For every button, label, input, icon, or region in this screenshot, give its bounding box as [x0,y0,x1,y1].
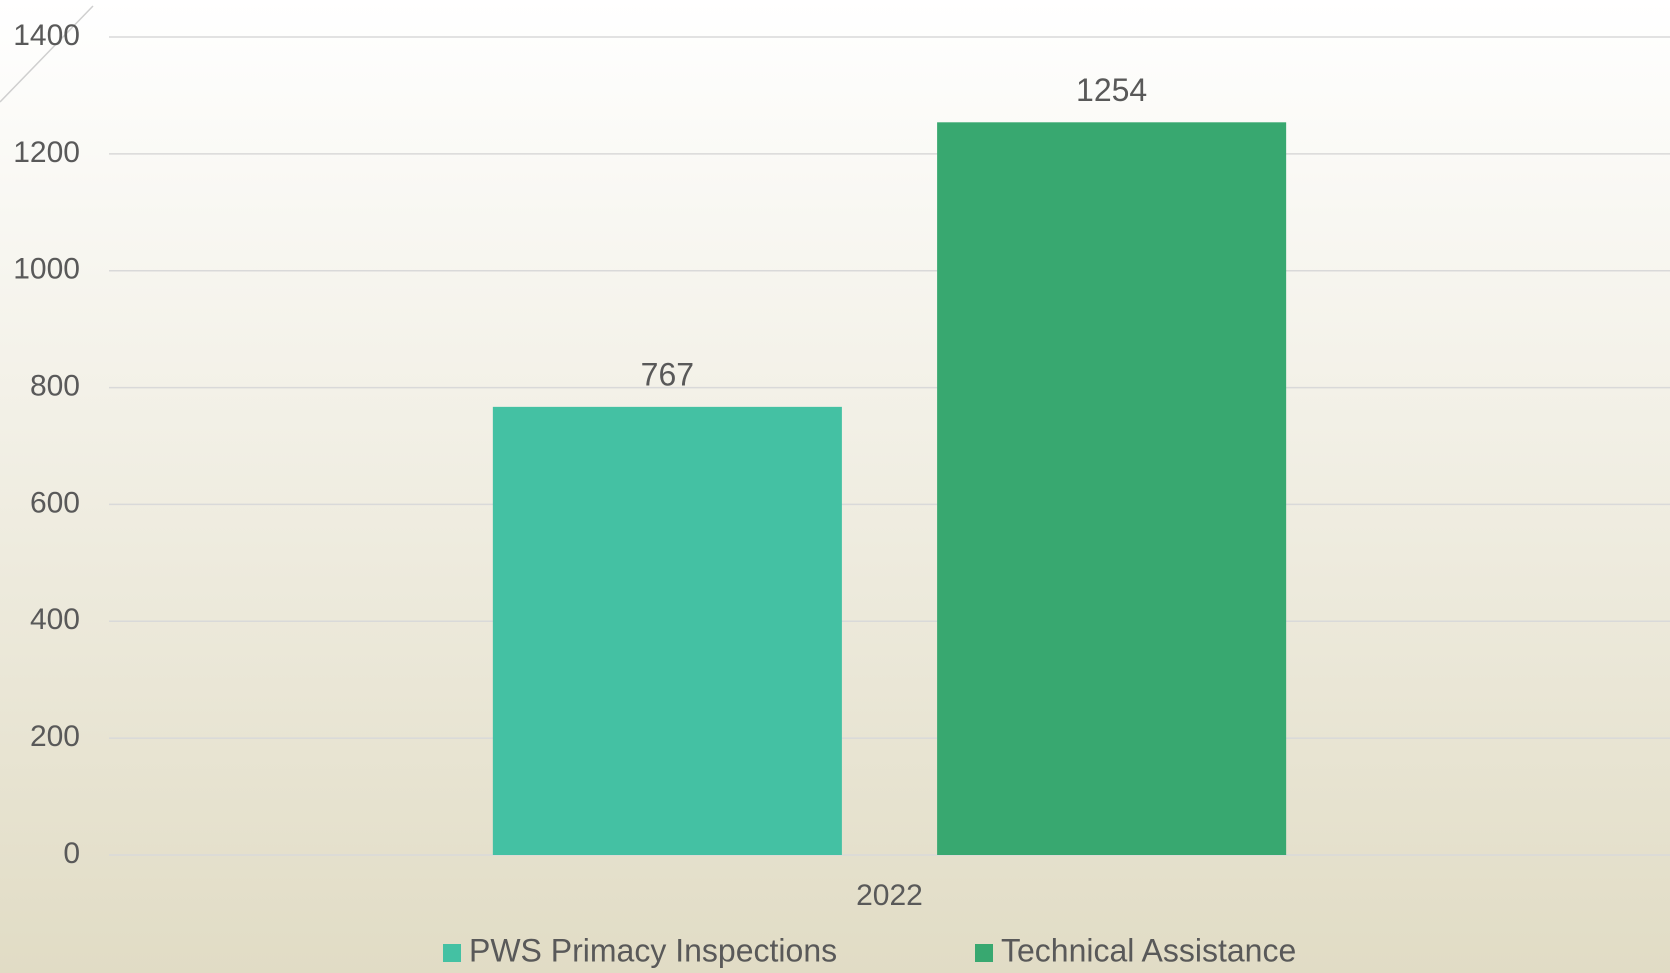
data-label: 767 [641,356,694,392]
legend-label: PWS Primacy Inspections [469,932,837,968]
data-label: 1254 [1076,72,1147,108]
y-tick-label: 1400 [13,19,80,52]
y-tick-label: 600 [30,486,80,519]
legend-swatch [975,944,993,962]
bar [937,122,1287,855]
y-tick-label: 1200 [13,136,80,169]
legend-swatch [443,944,461,962]
y-tick-label: 200 [30,720,80,753]
y-tick-label: 800 [30,369,80,402]
bar [492,406,842,855]
y-tick-label: 0 [63,837,80,870]
y-tick-label: 1000 [13,253,80,286]
x-tick-label: 2022 [856,879,923,912]
decoration [0,5,94,103]
y-tick-label: 400 [30,603,80,636]
legend-label: Technical Assistance [1001,932,1296,968]
